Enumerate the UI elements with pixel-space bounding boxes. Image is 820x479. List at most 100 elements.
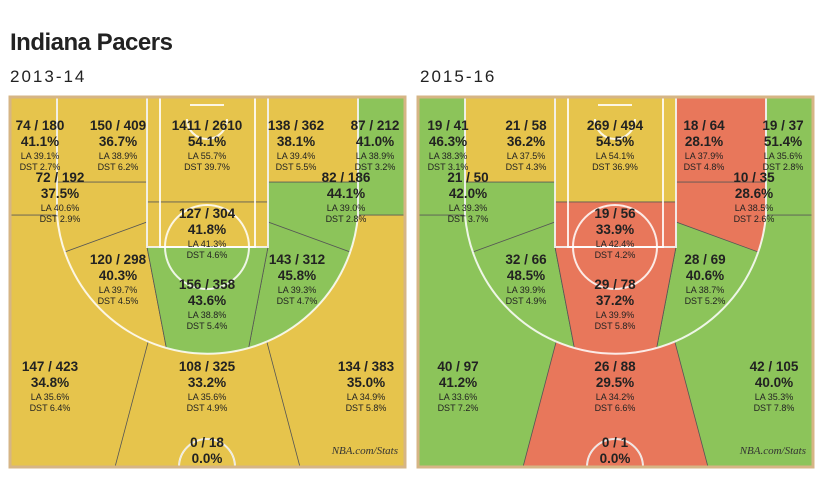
zone-pct: 40.3% <box>99 268 137 283</box>
zone-distribution: DST 4.6% <box>187 250 228 260</box>
zone-distribution: DST 5.4% <box>187 321 228 331</box>
zone-shots: 82 / 186 <box>322 170 371 185</box>
zone-league-avg: LA 38.9% <box>356 151 395 161</box>
zone-league-avg: LA 39.3% <box>278 285 317 295</box>
zone-distribution: DST 6.2% <box>98 162 139 172</box>
zone-shots: 72 / 192 <box>36 170 85 185</box>
zone-shots: 19 / 41 <box>427 118 469 133</box>
zone-pct: 38.1% <box>277 134 315 149</box>
zone-distribution: DST 6.6% <box>595 403 636 413</box>
zone-shots: 19 / 56 <box>594 206 636 221</box>
zone-shots: 1411 / 2610 <box>172 118 243 133</box>
zone-shots: 120 / 298 <box>90 252 147 267</box>
zone-pct: 44.1% <box>327 186 365 201</box>
zone-distribution: DST 5.2% <box>685 296 726 306</box>
source-note: NBA.com/Stats <box>331 445 398 457</box>
zone-distribution: DST 2.7% <box>20 162 61 172</box>
page-title: Indiana Pacers <box>10 29 173 56</box>
zone-league-avg: LA 39.4% <box>277 151 316 161</box>
zone-shots: 269 / 494 <box>587 118 644 133</box>
court-border <box>416 95 815 469</box>
zone-pct: 46.3% <box>429 134 467 149</box>
zone-league-avg: LA 34.9% <box>347 392 386 402</box>
zone-league-avg: LA 42.4% <box>596 239 635 249</box>
zone-league-avg: LA 38.3% <box>429 151 468 161</box>
panel-label: 2013-14 <box>10 67 86 86</box>
zone-shots: 108 / 325 <box>179 359 236 374</box>
zone-league-avg: LA 39.9% <box>507 285 546 295</box>
zone-shots: 42 / 105 <box>750 359 799 374</box>
zone-shots: 74 / 180 <box>16 118 65 133</box>
zone-league-avg: LA 38.5% <box>735 203 774 213</box>
zone-distribution: DST 5.8% <box>346 403 387 413</box>
zone-shots: 0 / 18 <box>190 435 224 450</box>
zone-league-avg: LA 35.6% <box>31 392 70 402</box>
free-throw-circle <box>164 204 250 290</box>
zone-pct: 41.2% <box>439 375 477 390</box>
zone-shots: 28 / 69 <box>684 252 725 267</box>
zone-distribution: DST 4.3% <box>506 162 547 172</box>
zone-distribution: DST 4.9% <box>506 296 547 306</box>
zone-pct: 54.5% <box>596 134 634 149</box>
three-point-line <box>56 97 359 355</box>
zone-league-avg: LA 35.6% <box>188 392 227 402</box>
zone-pct: 0.0% <box>192 451 223 466</box>
zone-shots: 26 / 88 <box>594 359 636 374</box>
zone-shots: 10 / 35 <box>733 170 775 185</box>
zone-shots: 143 / 312 <box>269 252 325 267</box>
zone-distribution: DST 5.8% <box>595 321 636 331</box>
zone-distribution: DST 7.2% <box>438 403 479 413</box>
zone-pct: 28.6% <box>735 186 773 201</box>
zone-pct: 37.2% <box>596 293 634 308</box>
zone-pct: 33.9% <box>596 222 634 237</box>
zone-pct: 48.5% <box>507 268 545 283</box>
zone-shots: 147 / 423 <box>22 359 79 374</box>
free-throw-circle <box>572 204 658 290</box>
zone-area <box>554 96 677 203</box>
zone-shots: 134 / 383 <box>338 359 395 374</box>
zone-pct: 43.6% <box>188 293 226 308</box>
zone-pct: 54.1% <box>188 134 226 149</box>
zone-league-avg: LA 39.7% <box>99 285 138 295</box>
zone-pct: 45.8% <box>278 268 316 283</box>
zone-distribution: DST 3.7% <box>448 214 489 224</box>
zone-distribution: DST 2.6% <box>734 214 775 224</box>
zone-league-avg: LA 41.3% <box>188 239 227 249</box>
zone-league-avg: LA 33.6% <box>439 392 478 402</box>
zone-area <box>146 96 269 203</box>
zone-league-avg: LA 35.3% <box>755 392 794 402</box>
zone-pct: 42.0% <box>449 186 487 201</box>
zone-shots: 40 / 97 <box>437 359 478 374</box>
zone-pct: 41.8% <box>188 222 226 237</box>
zone-distribution: DST 4.5% <box>98 296 139 306</box>
zone-league-avg: LA 37.9% <box>685 151 724 161</box>
zone-pct: 51.4% <box>764 134 802 149</box>
zone-pct: 36.7% <box>99 134 137 149</box>
zone-pct: 35.0% <box>347 375 385 390</box>
zone-shots: 138 / 362 <box>268 118 324 133</box>
zone-distribution: DST 39.7% <box>184 162 230 172</box>
zone-pct: 29.5% <box>596 375 634 390</box>
zone-league-avg: LA 38.8% <box>188 310 227 320</box>
source-note: NBA.com/Stats <box>739 445 806 457</box>
zone-pct: 41.1% <box>21 134 59 149</box>
zone-league-avg: LA 39.0% <box>327 203 366 213</box>
zone-distribution: DST 2.9% <box>40 214 81 224</box>
zone-shots: 150 / 409 <box>90 118 146 133</box>
zone-league-avg: LA 55.7% <box>188 151 227 161</box>
zone-league-avg: LA 34.2% <box>596 392 635 402</box>
zone-pct: 33.2% <box>188 375 226 390</box>
zone-shots: 87 / 212 <box>351 118 400 133</box>
zone-pct: 36.2% <box>507 134 545 149</box>
panel-label: 2015-16 <box>420 67 496 86</box>
zone-shots: 29 / 78 <box>594 277 636 292</box>
zone-league-avg: LA 54.1% <box>596 151 635 161</box>
zone-shots: 19 / 37 <box>762 118 803 133</box>
zone-distribution: DST 7.8% <box>754 403 795 413</box>
zone-pct: 40.6% <box>686 268 724 283</box>
zone-shots: 21 / 58 <box>505 118 547 133</box>
zone-pct: 28.1% <box>685 134 723 149</box>
